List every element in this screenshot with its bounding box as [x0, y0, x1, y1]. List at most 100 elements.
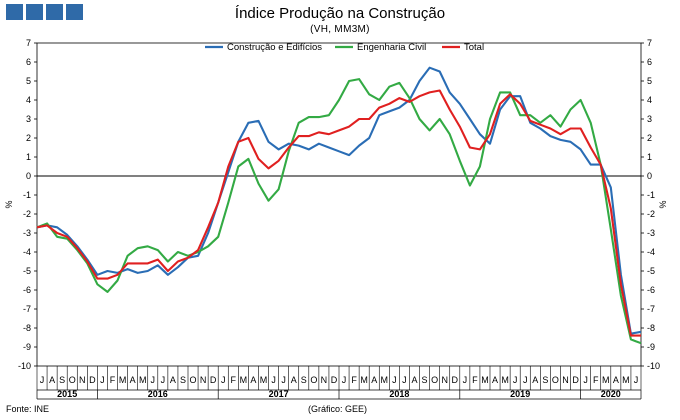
x-year-label: 2018: [389, 389, 409, 399]
x-month-label: A: [613, 375, 619, 385]
y-tick-label-right: -7: [647, 304, 655, 314]
y-tick-label-right: -4: [647, 247, 655, 257]
x-month-label: D: [572, 375, 579, 385]
series-line-3: [36, 89, 641, 337]
y-tick-label-right: -3: [647, 228, 655, 238]
x-month-label: F: [110, 375, 116, 385]
x-month-label: J: [281, 375, 286, 385]
x-month-label: A: [130, 375, 136, 385]
y-tick-label-left: -5: [23, 266, 31, 276]
legend-label: Engenharia Civil: [357, 42, 426, 53]
y-tick-label-left: -6: [23, 285, 31, 295]
x-month-label: M: [381, 375, 389, 385]
y-tick-label-left: -9: [23, 342, 31, 352]
y-tick-label-right: 4: [647, 95, 652, 105]
x-month-label: M: [360, 375, 368, 385]
x-month-label: J: [151, 375, 156, 385]
y-tick-label-right: -2: [647, 209, 655, 219]
x-month-label: J: [513, 375, 518, 385]
series-line-2: [36, 78, 642, 345]
x-month-label: M: [602, 375, 610, 385]
x-year-label: 2020: [601, 389, 621, 399]
y-tick-label-left: -7: [23, 304, 31, 314]
x-month-label: A: [371, 375, 377, 385]
x-month-label: J: [271, 375, 276, 385]
x-month-label: A: [492, 375, 498, 385]
y-tick-label-right: -6: [647, 285, 655, 295]
y-tick-label-right: -1: [647, 190, 655, 200]
x-month-label: D: [452, 375, 459, 385]
x-month-label: M: [260, 375, 268, 385]
x-month-label: D: [89, 375, 96, 385]
y-tick-label-left: -1: [23, 190, 31, 200]
y-tick-label-left: -4: [23, 247, 31, 257]
x-month-label: D: [210, 375, 217, 385]
y-tick-label-left: 5: [26, 76, 31, 86]
x-month-label: A: [250, 375, 256, 385]
x-month-label: J: [40, 375, 45, 385]
x-month-label: N: [200, 375, 207, 385]
x-month-label: J: [221, 375, 226, 385]
x-month-label: F: [593, 375, 599, 385]
x-month-label: S: [422, 375, 428, 385]
x-month-label: O: [310, 375, 317, 385]
x-month-label: M: [501, 375, 509, 385]
chart-title: Índice Produção na Construção: [234, 5, 446, 22]
x-month-label: O: [69, 375, 76, 385]
logo-square: [66, 4, 83, 20]
y-tick-label-left: -3: [23, 228, 31, 238]
x-month-label: N: [441, 375, 448, 385]
x-month-label: D: [331, 375, 338, 385]
y-tick-label-left: 1: [26, 152, 31, 162]
y-tick-label-left: -8: [23, 323, 31, 333]
x-month-label: M: [240, 375, 248, 385]
x-year-label: 2015: [57, 389, 77, 399]
x-month-label: O: [552, 375, 559, 385]
x-month-label: O: [190, 375, 197, 385]
x-month-label: J: [392, 375, 397, 385]
x-month-label: J: [634, 375, 639, 385]
x-month-label: F: [351, 375, 357, 385]
logo-square: [6, 4, 23, 20]
x-month-label: O: [431, 375, 438, 385]
x-month-label: F: [472, 375, 478, 385]
x-month-label: N: [79, 375, 86, 385]
x-month-label: J: [402, 375, 407, 385]
x-month-label: M: [119, 375, 127, 385]
x-month-label: M: [139, 375, 147, 385]
x-month-label: S: [542, 375, 548, 385]
x-month-label: J: [100, 375, 105, 385]
y-axis-label-left: %: [4, 200, 14, 208]
source-note: Fonte: INE: [6, 404, 50, 414]
y-tick-label-right: 2: [647, 133, 652, 143]
x-month-label: A: [291, 375, 297, 385]
x-year-label: 2019: [510, 389, 530, 399]
x-month-label: J: [583, 375, 588, 385]
y-tick-label-left: 0: [26, 171, 31, 181]
y-tick-label-right: 6: [647, 57, 652, 67]
y-tick-label-left: 7: [26, 38, 31, 48]
x-month-label: J: [342, 375, 347, 385]
x-month-label: J: [523, 375, 528, 385]
chart-credit: (Gráfico: GEE): [308, 404, 368, 414]
x-month-label: J: [161, 375, 166, 385]
y-tick-label-right: -5: [647, 266, 655, 276]
y-tick-label-left: 3: [26, 114, 31, 124]
x-month-label: S: [59, 375, 65, 385]
x-year-label: 2017: [269, 389, 289, 399]
y-axis-label-right: %: [658, 200, 668, 208]
y-tick-label-right: 5: [647, 76, 652, 86]
logo-square: [46, 4, 63, 20]
x-month-label: M: [622, 375, 630, 385]
y-tick-label-left: -2: [23, 209, 31, 219]
y-tick-label-right: 1: [647, 152, 652, 162]
x-year-label: 2016: [148, 389, 168, 399]
x-month-label: A: [170, 375, 176, 385]
x-month-label: A: [532, 375, 538, 385]
x-month-label: N: [562, 375, 569, 385]
plot-frame: [36, 42, 642, 367]
chart-subtitle: (VH, MM3M): [310, 24, 370, 35]
x-month-label: A: [49, 375, 55, 385]
legend-label: Total: [464, 42, 484, 53]
